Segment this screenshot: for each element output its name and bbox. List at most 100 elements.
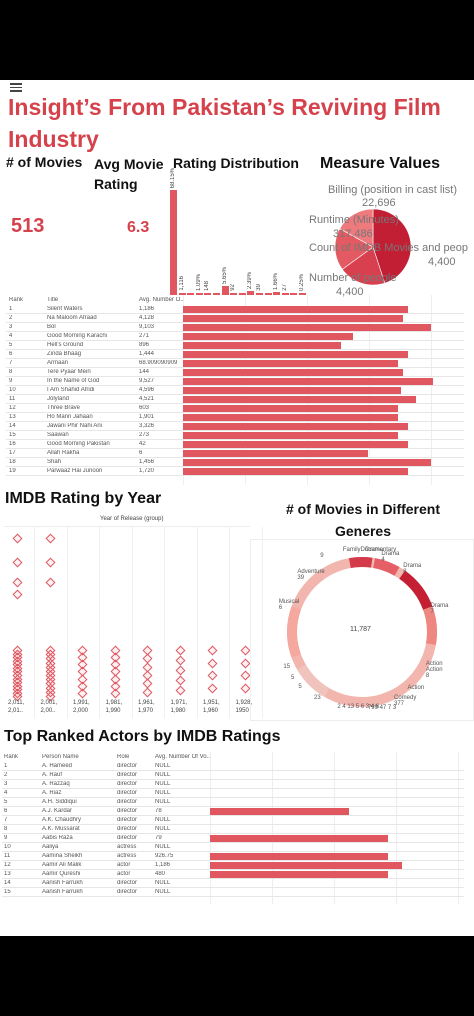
pie-slice[interactable] (372, 208, 412, 284)
table-row[interactable]: 15 Saawan 273 (6, 431, 464, 440)
rating-diamond[interactable] (240, 645, 250, 656)
rating-diamond[interactable] (110, 688, 120, 699)
rating-diamond[interactable] (12, 533, 23, 544)
table-row[interactable]: 1 A. Hameed director NULL (2, 762, 464, 771)
distribution-bar[interactable] (238, 293, 246, 295)
rating-diamond[interactable] (12, 557, 23, 568)
table-row[interactable]: 10 I Am Shahid Afridi 4,596 (6, 386, 464, 395)
table-row[interactable]: 7 Armaan 68.909090909 (6, 359, 464, 368)
rating-diamond[interactable] (240, 670, 250, 681)
table-row[interactable]: 19 Parwaaz Hai Junoon 1,720 (6, 467, 464, 476)
table-row[interactable]: 3 A. Razzaq director NULL (2, 780, 464, 789)
movie-bar[interactable] (183, 387, 401, 394)
table-row[interactable]: 9 In the Name of God 9,527 (6, 377, 464, 386)
movie-bar[interactable] (183, 324, 431, 331)
movie-bar[interactable] (183, 414, 398, 421)
pie-slice[interactable] (339, 208, 374, 248)
pie-slice[interactable] (334, 228, 374, 270)
movie-bar[interactable] (183, 423, 408, 430)
rating-diamond[interactable] (12, 577, 23, 588)
table-row[interactable]: 8 Tere Pyaar Mein 144 (6, 368, 464, 377)
movie-bar[interactable] (183, 333, 353, 340)
distribution-bar[interactable] (247, 291, 255, 295)
distribution-bar[interactable] (256, 293, 263, 295)
rating-diamond[interactable] (207, 670, 218, 681)
table-row[interactable]: 12 Three Brave 603 (6, 404, 464, 413)
movie-bar[interactable] (183, 441, 408, 448)
donut-segment[interactable] (399, 570, 433, 610)
distribution-bar[interactable] (195, 293, 203, 295)
table-row[interactable]: 13 Aamir Qureshi actor 480 (2, 870, 464, 879)
rating-diamond[interactable] (207, 683, 218, 693)
distribution-bar[interactable] (273, 292, 281, 295)
movie-bar[interactable] (183, 405, 398, 412)
actor-bar[interactable] (210, 808, 350, 815)
table-row[interactable]: 3 Bol 9,103 (6, 323, 464, 332)
distribution-bar[interactable] (230, 293, 238, 295)
table-row[interactable]: 2 A. Rauf director NULL (2, 771, 464, 780)
table-row[interactable]: 9 Aabis Raza director 79 (2, 834, 464, 843)
distribution-bar[interactable] (170, 189, 177, 295)
table-row[interactable]: 11 Jolyland 4,521 (6, 395, 464, 404)
movie-bar[interactable] (183, 396, 416, 403)
actor-bar[interactable] (210, 862, 402, 869)
actor-bar[interactable] (210, 871, 388, 878)
actor-bar[interactable] (210, 835, 388, 842)
movie-bar[interactable] (183, 315, 403, 322)
table-row[interactable]: 7 A.K. Chaudhry director NULL (2, 816, 464, 825)
donut-segment[interactable] (348, 557, 373, 569)
rating-diamond[interactable] (77, 688, 88, 699)
movie-bar[interactable] (183, 450, 368, 457)
movie-bar[interactable] (183, 378, 433, 385)
table-row[interactable]: 12 Aamir Ali Malik actor 1,186 (2, 861, 464, 870)
rating-diamond[interactable] (240, 683, 250, 693)
movie-bar[interactable] (183, 342, 341, 349)
pie-slice[interactable] (341, 246, 386, 286)
distribution-bar[interactable] (290, 293, 298, 295)
table-row[interactable]: 5 A.H. Siddiqui director NULL (2, 798, 464, 807)
table-row[interactable]: 11 Aamina Sheikh actress 926.75 (2, 852, 464, 861)
distribution-bar[interactable] (281, 293, 289, 295)
donut-segment[interactable] (297, 664, 330, 697)
rating-diamond[interactable] (45, 557, 55, 568)
table-row[interactable]: 4 A. Riaz director NULL (2, 789, 464, 798)
hamburger-menu-icon[interactable] (10, 83, 22, 92)
movie-bar[interactable] (183, 468, 408, 475)
table-row[interactable]: 4 Good Morning Karachi 271 (6, 332, 464, 341)
movie-bar[interactable] (183, 351, 408, 358)
distribution-bar[interactable] (204, 292, 212, 295)
rating-diamond[interactable] (207, 658, 218, 668)
rating-diamond[interactable] (142, 687, 153, 698)
table-row[interactable]: 16 Good Morning Pakistan 42 (6, 440, 464, 449)
table-row[interactable]: 17 Allah Rakha 6 (6, 449, 464, 458)
rating-diamond[interactable] (175, 645, 185, 656)
table-row[interactable]: 6 A.J. Kardar director 78 (2, 807, 464, 816)
donut-segment[interactable] (287, 606, 301, 658)
distribution-bar[interactable] (221, 286, 229, 295)
rating-diamond[interactable] (175, 655, 185, 666)
movie-bar[interactable] (183, 360, 398, 367)
donut-segment[interactable] (423, 606, 437, 646)
table-row[interactable]: 15 Aanish Farrukh director NULL (2, 888, 464, 897)
table-row[interactable]: 2 Na Maloom Afraad 4,128 (6, 314, 464, 323)
movie-bar[interactable] (183, 459, 431, 466)
rating-diamond[interactable] (240, 658, 250, 668)
table-row[interactable]: 1 Silent Waters 1,186 (6, 305, 464, 314)
actor-bar[interactable] (210, 853, 388, 860)
rating-diamond[interactable] (45, 533, 55, 544)
table-row[interactable]: 18 Shah 1,456 (6, 458, 464, 467)
table-row[interactable]: 6 Zinda Bhaag 1,444 (6, 350, 464, 359)
movie-bar[interactable] (183, 432, 398, 439)
table-row[interactable]: 10 Aaliya actress NULL (2, 843, 464, 852)
movie-bar[interactable] (183, 306, 408, 313)
rating-diamond[interactable] (207, 645, 218, 656)
rating-diamond[interactable] (12, 589, 23, 600)
rating-diamond[interactable] (175, 665, 185, 676)
table-row[interactable]: 8 A.K. Mussarat director NULL (2, 825, 464, 834)
distribution-bar[interactable] (178, 293, 186, 295)
distribution-bar[interactable] (299, 293, 306, 295)
rating-diamond[interactable] (45, 577, 55, 588)
rating-diamond[interactable] (175, 685, 185, 696)
table-row[interactable]: 14 Aanish Farrukh director NULL (2, 879, 464, 888)
distribution-bar[interactable] (264, 293, 272, 295)
